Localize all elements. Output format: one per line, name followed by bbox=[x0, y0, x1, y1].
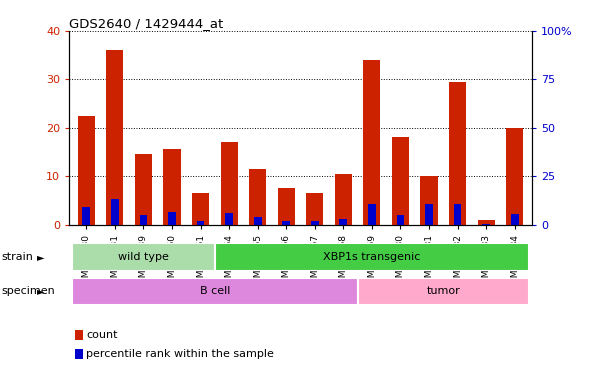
Text: wild type: wild type bbox=[118, 252, 169, 262]
Bar bbox=[192, 193, 209, 225]
Bar bbox=[163, 149, 180, 225]
Bar bbox=[511, 214, 519, 225]
Bar bbox=[335, 174, 352, 225]
Bar bbox=[135, 154, 152, 225]
Bar bbox=[425, 204, 433, 225]
Text: tumor: tumor bbox=[427, 286, 460, 296]
Bar bbox=[168, 212, 176, 225]
Bar bbox=[106, 50, 123, 225]
Text: B cell: B cell bbox=[200, 286, 230, 296]
Bar bbox=[454, 204, 462, 225]
Text: strain: strain bbox=[1, 252, 33, 262]
Bar bbox=[72, 243, 215, 271]
Text: count: count bbox=[86, 330, 117, 340]
Bar bbox=[254, 217, 261, 225]
Bar bbox=[483, 223, 490, 225]
Bar bbox=[215, 243, 529, 271]
Bar bbox=[307, 193, 323, 225]
Bar bbox=[197, 221, 204, 225]
Bar bbox=[311, 221, 319, 225]
Bar bbox=[282, 221, 290, 225]
Text: ►: ► bbox=[37, 252, 44, 262]
Bar bbox=[478, 220, 495, 225]
Text: XBP1s transgenic: XBP1s transgenic bbox=[323, 252, 421, 262]
Bar bbox=[392, 137, 409, 225]
Bar bbox=[397, 215, 404, 225]
Text: GDS2640 / 1429444_at: GDS2640 / 1429444_at bbox=[69, 17, 224, 30]
Bar bbox=[82, 207, 90, 225]
Bar bbox=[278, 188, 294, 225]
Bar bbox=[506, 128, 523, 225]
Text: specimen: specimen bbox=[1, 286, 55, 296]
Bar bbox=[421, 176, 438, 225]
Bar bbox=[225, 213, 233, 225]
Bar bbox=[358, 278, 529, 305]
Bar bbox=[449, 82, 466, 225]
Text: percentile rank within the sample: percentile rank within the sample bbox=[86, 349, 274, 359]
Bar bbox=[249, 169, 266, 225]
Bar bbox=[78, 116, 95, 225]
Bar bbox=[364, 60, 380, 225]
Bar bbox=[72, 278, 358, 305]
Bar bbox=[139, 215, 147, 225]
Bar bbox=[368, 204, 376, 225]
Bar bbox=[221, 142, 237, 225]
Text: ►: ► bbox=[37, 286, 44, 296]
Bar bbox=[111, 199, 118, 225]
Bar bbox=[340, 219, 347, 225]
